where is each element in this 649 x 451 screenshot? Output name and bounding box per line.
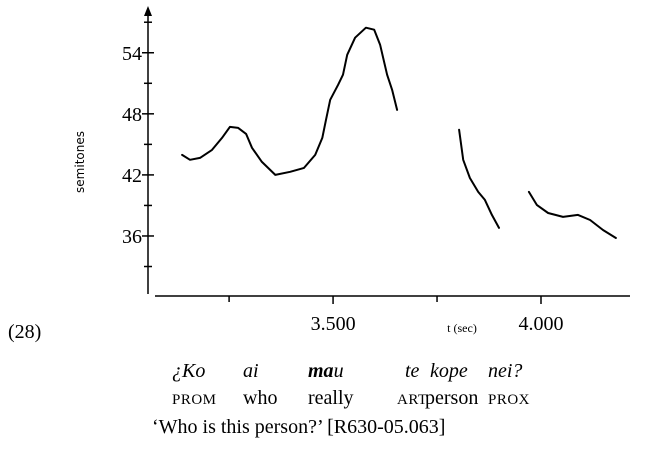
gloss-word-rest: u <box>334 360 344 382</box>
gloss-label: ART <box>397 392 428 408</box>
x-tick-label: 4.000 <box>519 313 564 335</box>
gloss-label: really <box>308 387 354 409</box>
gloss-word: te <box>405 360 420 382</box>
gloss-label: PROX <box>488 392 530 408</box>
y-tick-label: 54 <box>122 43 142 65</box>
y-tick-label: 42 <box>122 165 142 187</box>
y-axis-arrow <box>144 6 152 16</box>
gloss-word: ai <box>243 360 259 382</box>
y-axis-label: semitones <box>73 131 87 193</box>
x-axis-label: t (sec) <box>447 321 477 335</box>
x-tick-label: 3.500 <box>311 313 356 335</box>
gloss-word: kope <box>430 360 468 382</box>
gloss-label: who <box>243 387 277 409</box>
pitch-track <box>181 26 617 239</box>
y-tick-label: 36 <box>122 226 142 248</box>
gloss-label: person <box>425 387 478 409</box>
gloss-word: ¿Ko <box>172 360 205 382</box>
gloss-word-bold: ma <box>308 360 334 382</box>
y-tick-label: 48 <box>122 104 142 126</box>
gloss-word: nei? <box>488 360 522 382</box>
gloss-word: mau <box>308 360 344 382</box>
translation: ‘Who is this person?’ [R630-05.063] <box>152 416 445 438</box>
gloss-label: PROM <box>172 392 217 408</box>
example-number: (28) <box>8 321 41 343</box>
